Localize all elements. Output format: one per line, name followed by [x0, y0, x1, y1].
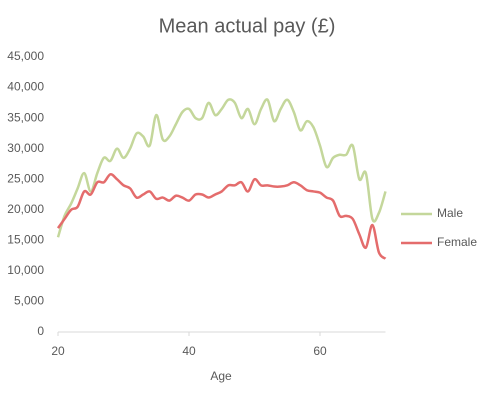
y-tick-label: 15,000 [7, 233, 44, 247]
y-tick-label: 35,000 [7, 110, 44, 124]
line-series [56, 98, 387, 238]
legend-label: Female [437, 235, 477, 249]
x-tick-label: 60 [313, 344, 327, 358]
x-axis-label: Age [210, 369, 232, 383]
line-series [56, 173, 387, 260]
y-tick-label: 0 [37, 324, 44, 338]
x-tick-label: 40 [182, 344, 196, 358]
y-tick-label: 45,000 [7, 49, 44, 63]
y-tick-label: 40,000 [7, 80, 44, 94]
y-tick-label: 5,000 [14, 294, 44, 308]
y-tick-label: 30,000 [7, 141, 44, 155]
y-tick-label: 10,000 [7, 263, 44, 277]
chart-title: Mean actual pay (£) [159, 15, 336, 37]
x-tick-label: 20 [51, 344, 65, 358]
legend-label: Male [437, 206, 463, 220]
y-tick-label: 25,000 [7, 171, 44, 185]
y-tick-label: 20,000 [7, 202, 44, 216]
